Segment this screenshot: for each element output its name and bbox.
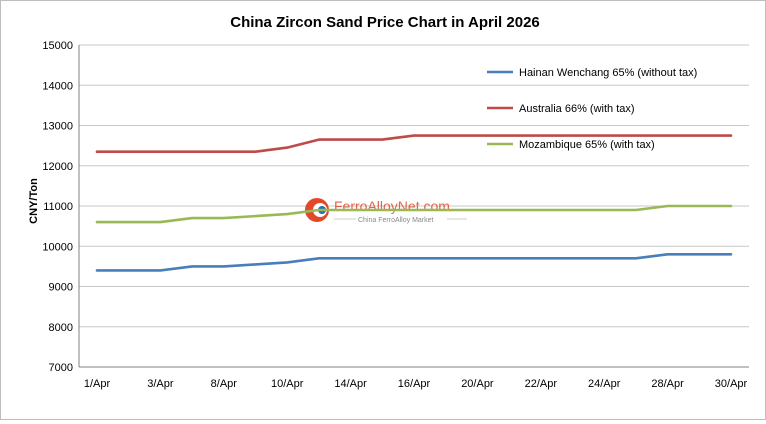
y-axis-label: CNY/Ton [28, 178, 40, 224]
legend-label: Hainan Wenchang 65% (without tax) [519, 67, 697, 79]
grid-lines [79, 44, 749, 368]
series-line-3 [95, 204, 733, 224]
x-tick-label: 24/Apr [588, 378, 621, 390]
y-tick-label: 14000 [42, 80, 73, 92]
legend: Hainan Wenchang 65% (without tax) Austral… [487, 67, 697, 151]
x-tick-label: 14/Apr [334, 378, 367, 390]
y-tick-label: 10000 [42, 241, 73, 253]
axes: 7000 8000 9000 10000 11000 12000 13000 14000 150… [42, 40, 749, 390]
x-tick-label: 8/Apr [211, 378, 238, 390]
x-tick-label: 30/Apr [715, 378, 748, 390]
y-tick-label: 11000 [43, 201, 73, 213]
x-tick-label: 22/Apr [525, 378, 558, 390]
watermark-brand: FerroAlloyNet.com [334, 198, 450, 214]
x-tick-label: 16/Apr [398, 378, 431, 390]
chart-title: China Zircon Sand Price Chart in April 2… [230, 14, 540, 31]
legend-label: Mozambique 65% (with tax) [519, 139, 655, 151]
x-tick-label: 3/Apr [147, 378, 174, 390]
x-tick-label: 1/Apr [84, 378, 111, 390]
watermark-tagline: China FerroAlloy Market [358, 217, 434, 224]
y-tick-label: 15000 [42, 40, 73, 52]
y-tick-label: 8000 [49, 322, 73, 334]
y-tick-label: 13000 [42, 121, 73, 133]
x-tick-label: 20/Apr [461, 378, 494, 390]
legend-label: Australia 66% (with tax) [519, 103, 635, 115]
y-tick-label: 9000 [49, 282, 73, 294]
series-line-2 [95, 134, 733, 153]
y-tick-label: 7000 [49, 362, 73, 374]
x-tick-label: 10/Apr [271, 378, 304, 390]
y-tick-label: 12000 [42, 161, 73, 173]
x-tick-label: 28/Apr [651, 378, 684, 390]
series-line-1 [95, 253, 733, 272]
series-lines [95, 134, 733, 272]
